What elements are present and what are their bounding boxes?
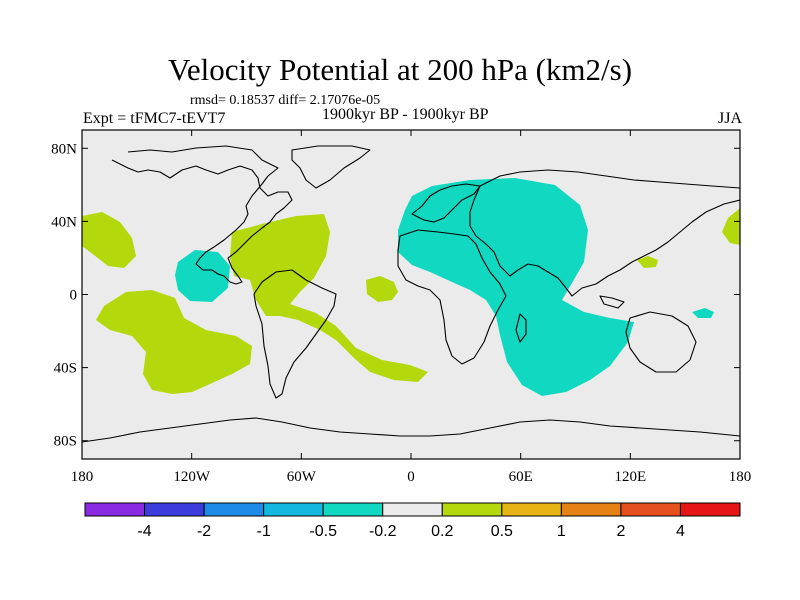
- negative-anomaly-eurasia-indian-ocean: [398, 178, 634, 396]
- lon-tick-label: 120E: [614, 469, 646, 485]
- lon-tick-label: 180: [71, 469, 94, 485]
- negative-anomaly-west-pacific: [692, 308, 714, 318]
- positive-anomaly-north-pacific-east-edge: [722, 208, 740, 245]
- colorbar-label: -1: [257, 523, 271, 540]
- positive-anomaly-africa: [366, 276, 398, 302]
- colorbar-box: [560, 502, 622, 517]
- coastline-australia: [625, 311, 697, 373]
- colorbar-label: 1: [557, 523, 566, 540]
- axis-ticks: [81, 130, 741, 459]
- colorbar-label: -0.5: [309, 523, 337, 540]
- colorbar-box: [620, 502, 681, 517]
- colorbar-box: [263, 502, 324, 517]
- lon-tick-label: 180: [729, 469, 752, 485]
- plot-title: Velocity Potential at 200 hPa (km2/s): [167, 52, 633, 87]
- colorbar: -4 -2 -1 -0.5 -0.2 0.2 0.5 1 2 4: [84, 502, 741, 540]
- colorbar-box: [441, 502, 503, 517]
- coastline-antarctica: [82, 417, 740, 443]
- axis-labels: 80N 40N 0 40S 80S 180 120W 60W 0 60E 120E 180: [51, 141, 751, 485]
- lon-tick-label: 120W: [173, 469, 211, 485]
- colorbar-box: [84, 502, 146, 517]
- coastlines: [82, 145, 740, 443]
- coastline-asia: [469, 169, 740, 297]
- lon-tick-label: 60W: [287, 469, 317, 485]
- colorbar-label: -4: [137, 523, 151, 540]
- lon-tick-label: 0: [407, 469, 415, 485]
- coastline-south-america: [253, 269, 337, 399]
- colorbar-box: [501, 502, 562, 517]
- colorbar-label: -2: [197, 523, 211, 540]
- colorbar-box: [679, 502, 741, 517]
- lat-tick-label: 80S: [54, 434, 77, 450]
- colorbar-label: -0.2: [369, 523, 397, 540]
- colorbar-box: [144, 502, 205, 517]
- lat-tick-label: 40S: [54, 361, 77, 377]
- coastline-north-america: [111, 145, 293, 285]
- positive-anomaly-atlantic: [230, 214, 428, 382]
- coastline-madagascar: [515, 313, 527, 343]
- anomaly-regions: [82, 178, 740, 396]
- negative-anomaly-east-pacific: [175, 250, 230, 302]
- coastline-greenland: [291, 145, 371, 189]
- lat-tick-label: 40N: [51, 214, 77, 230]
- positive-anomaly-dateline: [637, 256, 658, 268]
- colorbar-label: 4: [676, 523, 685, 540]
- positive-anomaly-north-pacific: [82, 212, 136, 268]
- lat-tick-label: 0: [70, 288, 78, 304]
- coastline-africa: [397, 229, 507, 365]
- stats-label: rmsd= 0.18537 diff= 2.17076e-05: [190, 93, 381, 108]
- positive-anomaly-south-pacific: [96, 290, 252, 394]
- experiment-label: Expt = tFMC7-tEVT7: [83, 110, 226, 127]
- colorbar-label: 2: [616, 523, 625, 540]
- colorbar-label: 0.5: [491, 523, 513, 540]
- period-label: 1900kyr BP - 1900kyr BP: [322, 106, 489, 123]
- coastline-indonesia: [599, 295, 625, 309]
- colorbar-label: 0.2: [431, 523, 453, 540]
- map-background: [82, 130, 740, 459]
- lon-tick-label: 60E: [509, 469, 533, 485]
- coastline-europe: [411, 183, 481, 223]
- season-label: JJA: [717, 110, 742, 127]
- colorbar-box: [322, 502, 384, 517]
- lat-tick-label: 80N: [51, 141, 77, 157]
- colorbar-box: [382, 502, 443, 517]
- colorbar-box: [203, 502, 265, 517]
